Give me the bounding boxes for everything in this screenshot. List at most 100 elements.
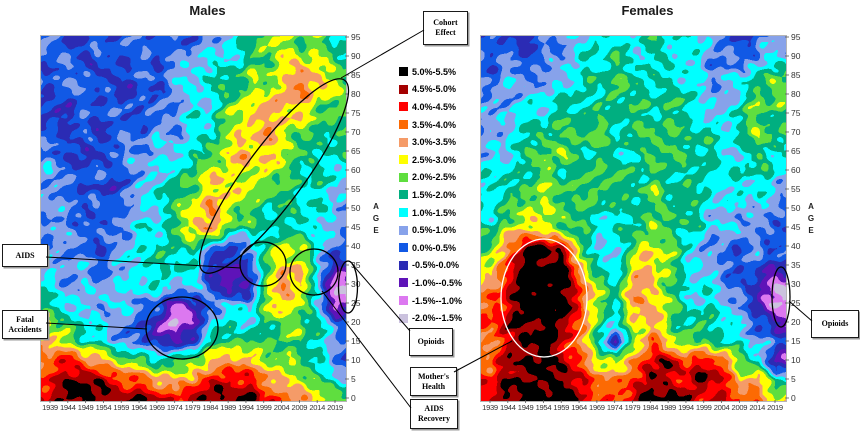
legend-label: -1.5%--1.0% xyxy=(412,295,463,306)
legend-swatch xyxy=(399,296,408,306)
year-tick-label: 1984 xyxy=(642,403,659,412)
year-tick-label: 1954 xyxy=(95,403,112,412)
age-tick-label: 40 xyxy=(791,241,801,251)
age-tick-label: 60 xyxy=(791,165,801,175)
legend-swatch xyxy=(399,172,408,182)
legend-swatch xyxy=(399,208,408,218)
year-tick-label: 1994 xyxy=(238,403,254,412)
year-tick-label: 1984 xyxy=(202,403,219,412)
legend-row: 0.5%-1.0% xyxy=(399,221,485,239)
age-tick-label: 15 xyxy=(791,336,801,346)
legend-row: 3.0%-3.5% xyxy=(399,133,485,151)
year-tick-label: 1969 xyxy=(589,403,605,412)
annotation-fatal-accidents: Fatal Accidents xyxy=(2,310,48,339)
annotation-aids-recovery: AIDS Recovery xyxy=(410,399,458,429)
year-tick-label: 2004 xyxy=(713,403,730,412)
year-tick-label: 2014 xyxy=(749,403,766,412)
year-tick-label: 1944 xyxy=(499,403,516,412)
age-tick-label: 0 xyxy=(351,393,356,403)
females-chart-title: Females xyxy=(621,3,674,18)
age-tick-label: 35 xyxy=(791,260,801,270)
age-tick-label: 15 xyxy=(351,336,361,346)
legend-row: -1.0%--0.5% xyxy=(399,274,485,292)
males-heatmap xyxy=(40,35,347,402)
annotation-aids: AIDS xyxy=(2,244,48,267)
year-tick-label: 2019 xyxy=(327,403,343,412)
year-tick-label: 1994 xyxy=(678,403,694,412)
age-tick-label: 80 xyxy=(351,89,361,99)
annotation-opioids-male: Opioids xyxy=(409,328,453,356)
age-tick-label: 45 xyxy=(351,222,361,232)
age-tick-label: 90 xyxy=(791,51,801,61)
legend-swatch xyxy=(399,278,408,288)
legend-label: 3.0%-3.5% xyxy=(412,137,457,148)
age-tick-label: 95 xyxy=(351,32,361,42)
legend-label: 0.5%-1.0% xyxy=(412,225,457,236)
legend-row: 3.5%-4.0% xyxy=(399,116,485,134)
year-tick-label: 1969 xyxy=(149,403,165,412)
year-tick-label: 1974 xyxy=(606,403,623,412)
age-tick-label: 5 xyxy=(791,374,796,384)
legend-swatch xyxy=(399,84,408,94)
age-tick-label: 0 xyxy=(791,393,796,403)
year-tick-label: 2019 xyxy=(767,403,783,412)
year-tick-label: 1959 xyxy=(113,403,130,412)
legend-row: 1.5%-2.0% xyxy=(399,186,485,204)
females-heatmap xyxy=(480,35,787,402)
age-axis-letter: A xyxy=(808,202,814,211)
age-tick-label: 30 xyxy=(791,279,801,289)
legend-swatch xyxy=(399,313,408,323)
year-tick-label: 2009 xyxy=(291,403,308,412)
legend-label: 4.0%-4.5% xyxy=(412,101,457,112)
age-tick-label: 65 xyxy=(351,146,361,156)
age-axis-letter: A xyxy=(373,202,379,211)
age-tick-label: 10 xyxy=(351,355,361,365)
legend-row: -0.5%-0.0% xyxy=(399,257,485,275)
legend-row: 4.0%-4.5% xyxy=(399,98,485,116)
year-tick-label: 2004 xyxy=(273,403,290,412)
age-tick-label: 25 xyxy=(351,298,361,308)
year-tick-label: 1989 xyxy=(220,403,236,412)
legend-label: 1.0%-1.5% xyxy=(412,207,457,218)
year-tick-label: 1979 xyxy=(184,403,201,412)
age-tick-label: 20 xyxy=(351,317,361,327)
age-tick-label: 50 xyxy=(351,203,361,213)
legend-label: -1.0%--0.5% xyxy=(412,277,463,288)
age-tick-label: 95 xyxy=(791,32,801,42)
legend-swatch xyxy=(399,120,408,130)
year-tick-label: 1964 xyxy=(571,403,587,412)
age-axis-letter: E xyxy=(373,226,379,235)
legend-swatch xyxy=(399,260,408,270)
age-tick-label: 35 xyxy=(351,260,361,270)
legend-label: -0.5%-0.0% xyxy=(412,260,460,271)
year-tick-label: 1939 xyxy=(482,403,498,412)
age-tick-label: 85 xyxy=(791,70,801,80)
year-tick-label: 1949 xyxy=(517,403,534,412)
age-tick-label: 45 xyxy=(791,222,801,232)
age-tick-label: 55 xyxy=(791,184,801,194)
age-tick-label: 30 xyxy=(351,279,361,289)
year-tick-label: 1999 xyxy=(255,403,272,412)
legend-swatch xyxy=(399,190,408,200)
legend-label: -2.0%--1.5% xyxy=(412,313,463,324)
year-tick-label: 1964 xyxy=(131,403,147,412)
annotation-cohort-effect: Cohort Effect xyxy=(423,11,468,45)
year-tick-label: 1959 xyxy=(553,403,570,412)
year-tick-label: 1939 xyxy=(42,403,58,412)
legend-row: 4.5%-5.0% xyxy=(399,81,485,99)
legend-label: 3.5%-4.0% xyxy=(412,119,457,130)
age-tick-label: 70 xyxy=(791,127,801,137)
legend-swatch xyxy=(399,155,408,165)
legend-row: -2.0%--1.5% xyxy=(399,309,485,327)
legend-label: 2.0%-2.5% xyxy=(412,172,457,183)
legend-swatch xyxy=(399,243,408,253)
legend-swatch xyxy=(399,137,408,147)
age-tick-label: 25 xyxy=(791,298,801,308)
males-chart-title: Males xyxy=(189,3,226,18)
legend-row: 0.0%-0.5% xyxy=(399,239,485,257)
age-tick-label: 75 xyxy=(791,108,801,118)
age-axis-letter: G xyxy=(372,214,380,223)
